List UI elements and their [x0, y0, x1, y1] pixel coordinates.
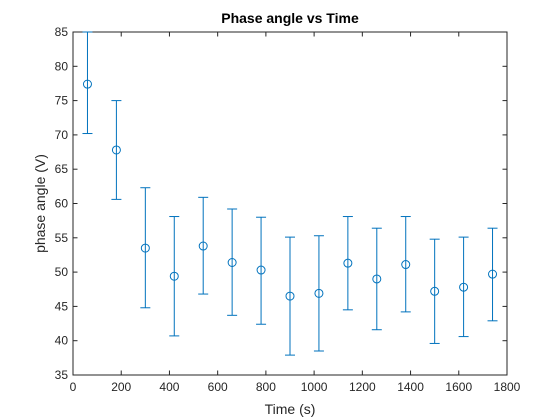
- x-tick-label: 0: [70, 380, 77, 394]
- y-tick-label: 40: [55, 334, 69, 348]
- y-tick-label: 35: [55, 368, 69, 382]
- data-point: [169, 271, 179, 281]
- y-tick-label: 45: [55, 299, 69, 313]
- x-tick-label: 1800: [494, 380, 521, 394]
- data-point: [82, 79, 92, 89]
- x-tick-label: 600: [208, 380, 228, 394]
- data-point: [140, 243, 150, 253]
- x-axis-label: Time (s): [265, 401, 316, 417]
- x-tick-label: 800: [256, 380, 276, 394]
- y-tick-label: 80: [55, 59, 69, 73]
- y-tick-label: 55: [55, 231, 69, 245]
- y-tick-label: 75: [55, 94, 69, 108]
- data-point: [198, 241, 208, 251]
- data-point: [343, 258, 353, 268]
- y-tick-label: 65: [55, 162, 69, 176]
- x-tick-label: 1000: [301, 380, 328, 394]
- data-point: [488, 269, 498, 279]
- chart-title: Phase angle vs Time: [221, 10, 359, 26]
- data-point: [227, 257, 237, 267]
- y-axis-label: phase angle (V): [32, 154, 48, 253]
- y-tick-label: 70: [55, 128, 69, 142]
- y-tick-label: 50: [55, 265, 69, 279]
- x-tick-label: 1400: [397, 380, 424, 394]
- data-point: [459, 282, 469, 292]
- y-tick-label: 85: [55, 25, 69, 39]
- data-point: [401, 260, 411, 270]
- x-tick-label: 400: [159, 380, 179, 394]
- data-point: [285, 291, 295, 301]
- y-tick-label: 60: [55, 197, 69, 211]
- data-point: [372, 274, 382, 284]
- data-point: [430, 286, 440, 296]
- x-axis: 0 200 400 600 800 1000 1200 1400 1600 1800: [70, 32, 521, 394]
- data-series: [82, 31, 498, 356]
- y-axis: 35 40 45 50 55 60 65 70 75 80 85: [55, 25, 507, 382]
- data-point: [314, 288, 324, 298]
- data-point: [111, 145, 121, 155]
- x-tick-label: 1200: [349, 380, 376, 394]
- data-point: [256, 265, 266, 275]
- x-tick-label: 200: [111, 380, 131, 394]
- x-tick-label: 1600: [445, 380, 472, 394]
